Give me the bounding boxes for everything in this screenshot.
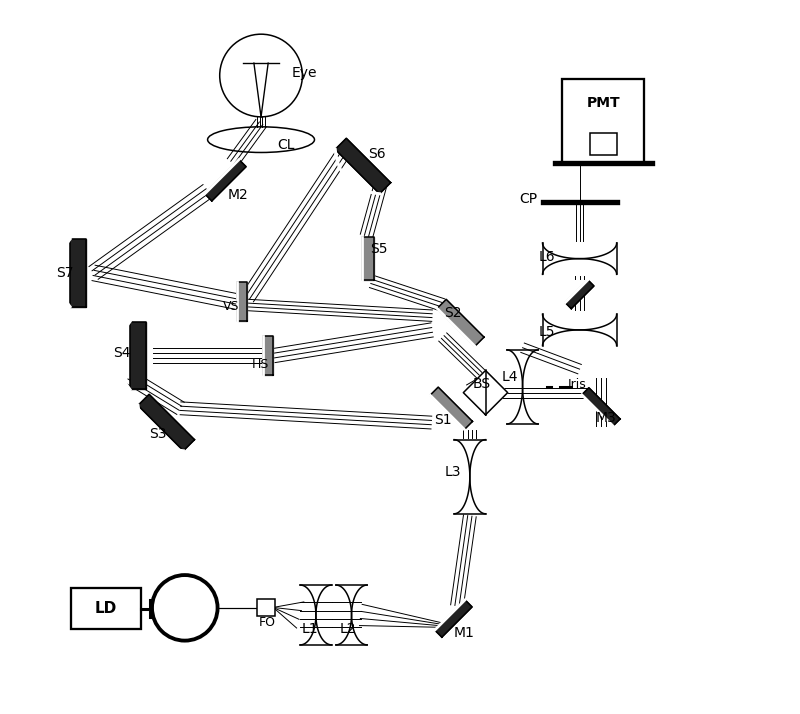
Polygon shape [430, 387, 473, 430]
Text: PMT: PMT [586, 96, 620, 110]
Bar [590, 134, 617, 155]
Polygon shape [435, 600, 472, 637]
Polygon shape [237, 282, 246, 321]
Text: S6: S6 [368, 147, 386, 161]
Polygon shape [263, 336, 273, 375]
Polygon shape [463, 371, 508, 415]
Text: L3: L3 [444, 466, 461, 479]
Polygon shape [362, 237, 374, 280]
Polygon shape [138, 394, 194, 451]
Text: Eye: Eye [292, 66, 317, 81]
Text: LD: LD [94, 601, 117, 616]
Text: VS: VS [223, 300, 240, 313]
Text: L6: L6 [539, 249, 555, 263]
Polygon shape [437, 299, 484, 346]
Text: L4: L4 [501, 370, 518, 384]
Text: S3: S3 [149, 427, 166, 441]
Text: S7: S7 [57, 266, 74, 280]
Text: HS: HS [252, 358, 269, 371]
Text: L1: L1 [302, 622, 318, 636]
Text: S5: S5 [370, 242, 387, 256]
Text: S4: S4 [114, 346, 131, 361]
Polygon shape [566, 280, 594, 308]
Text: CL: CL [278, 138, 295, 151]
Text: M2: M2 [227, 188, 248, 201]
Text: S2: S2 [444, 306, 462, 320]
Text: Iris: Iris [567, 378, 586, 391]
Polygon shape [205, 160, 246, 201]
Text: M3: M3 [596, 411, 617, 425]
Text: L2: L2 [339, 622, 356, 636]
Polygon shape [582, 388, 620, 426]
Polygon shape [70, 239, 86, 307]
Bar [70, 588, 141, 629]
Text: BS: BS [473, 377, 491, 391]
Bar [562, 79, 645, 164]
Polygon shape [335, 139, 390, 193]
Text: M1: M1 [454, 626, 474, 640]
Bar [258, 599, 274, 616]
Polygon shape [130, 322, 146, 389]
Text: S1: S1 [434, 413, 452, 427]
Text: CP: CP [520, 192, 538, 206]
Text: L5: L5 [539, 325, 555, 339]
Text: FO: FO [259, 615, 276, 628]
